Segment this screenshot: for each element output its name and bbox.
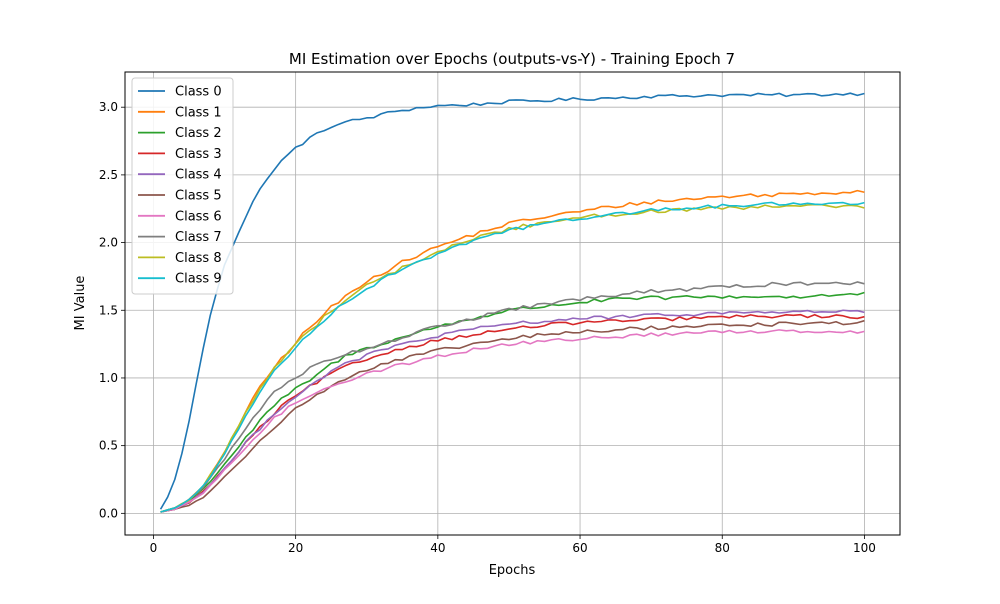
axes: 0 20 40 60 80 100 0.0 0.5 1.0 1.5 2.0 2.5 3.0 — [99, 100, 876, 555]
y-tick-label: 3.0 — [99, 100, 118, 114]
y-tick-label: 2.0 — [99, 236, 118, 250]
series-line-class-7 — [160, 281, 865, 513]
plot-frame — [124, 71, 901, 536]
y-tick-label: 0.0 — [99, 506, 118, 520]
series-line-class-0 — [159, 92, 865, 510]
x-tick-label: 0 — [150, 541, 158, 555]
x-tick-label: 80 — [715, 541, 730, 555]
chart-title: MI Estimation over Epochs (outputs-vs-Y)… — [289, 50, 735, 68]
legend-label: Class 8 — [175, 251, 222, 266]
y-tick-label: 2.5 — [99, 168, 118, 182]
series-line-class-1 — [160, 189, 865, 513]
y-tick-label: 1.0 — [99, 371, 118, 385]
legend-label: Class 2 — [175, 126, 222, 141]
legend-label: Class 5 — [175, 189, 222, 204]
series-line-class-3 — [160, 313, 865, 513]
series-line-class-6 — [160, 329, 865, 513]
legend: Class 0 Class 1 Class 2 Class 3 Class 4 Class… — [131, 77, 234, 295]
y-tick-label: 0.5 — [99, 439, 118, 453]
series-lines — [159, 92, 865, 513]
x-tick-label: 100 — [853, 541, 876, 555]
legend-label: Class 9 — [175, 272, 222, 287]
legend-label: Class 1 — [175, 105, 222, 120]
series-line-class-5 — [160, 319, 865, 513]
grid-lines — [125, 72, 900, 535]
x-tick-label: 40 — [430, 541, 445, 555]
y-tick-label: 1.5 — [99, 303, 118, 317]
y-axis-label: MI Value — [73, 276, 88, 331]
legend-label: Class 3 — [175, 147, 222, 162]
x-tick-label: 60 — [572, 541, 587, 555]
legend-label: Class 4 — [175, 168, 222, 183]
legend-label: Class 7 — [175, 230, 222, 245]
series-line-class-4 — [160, 309, 865, 513]
legend-label: Class 0 — [175, 85, 222, 100]
series-line-class-9 — [160, 201, 865, 513]
x-axis-label: Epochs — [489, 563, 536, 578]
legend-label: Class 6 — [175, 209, 222, 224]
x-tick-label: 20 — [288, 541, 303, 555]
